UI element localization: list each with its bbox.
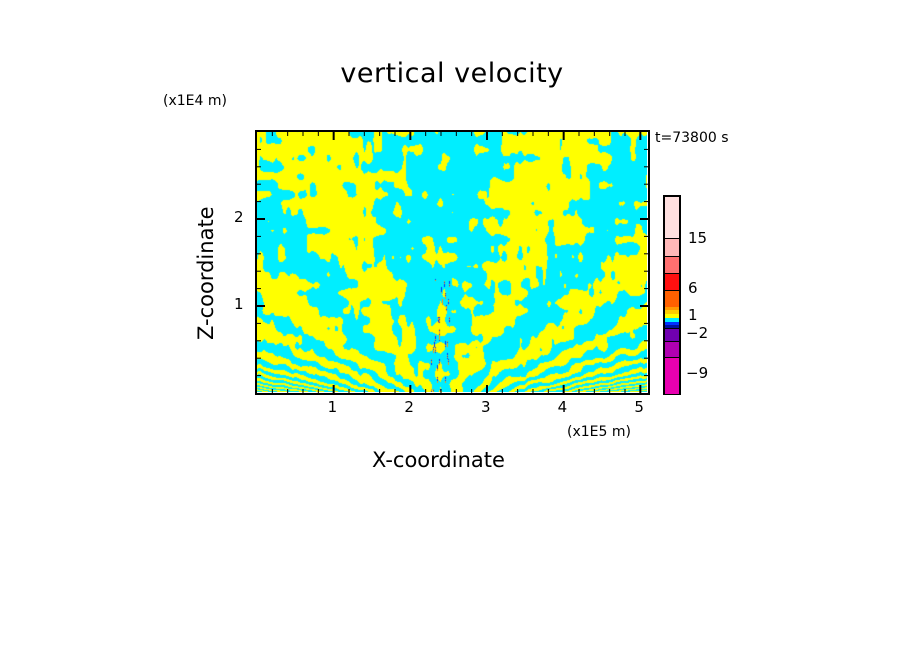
colorbar-tick-label: −9: [686, 364, 709, 382]
colorbar-segment: [665, 307, 679, 310]
y-axis-label: Z-coordinate: [194, 206, 218, 340]
colorbar-tick-label: 6: [688, 279, 698, 297]
y-tick-label: 2: [234, 208, 244, 226]
colorbar: [663, 195, 681, 395]
colorbar-tick-label: 15: [688, 229, 708, 247]
x-tick-label: 2: [404, 398, 414, 416]
colorbar-segment: [665, 290, 679, 308]
x-axis-unit: (x1E5 m): [567, 424, 631, 440]
y-tick-label: 1: [234, 295, 244, 313]
colorbar-segment: [665, 341, 679, 358]
colorbar-tick-label: −2: [686, 324, 709, 342]
x-axis-label: X-coordinate: [372, 448, 505, 472]
colorbar-segment: [665, 238, 679, 257]
x-tick-label: 3: [481, 398, 491, 416]
z-axis-unit: (x1E4 m): [163, 93, 227, 109]
colorbar-segment: [665, 357, 679, 394]
x-tick-label: 1: [327, 398, 338, 416]
plot-frame: [255, 130, 650, 395]
time-label: t=73800 s: [655, 130, 729, 146]
velocity-field: [256, 131, 647, 392]
x-tick-label: 5: [634, 398, 644, 416]
colorbar-tick-label: 1: [688, 306, 698, 324]
colorbar-segment: [665, 325, 679, 328]
axis-ticks: [257, 132, 648, 393]
x-tick-label: 4: [557, 398, 568, 416]
colorbar-segment: [665, 310, 679, 314]
chart-title: vertical velocity: [340, 58, 564, 89]
colorbar-segment: [665, 318, 679, 322]
colorbar-segment: [665, 314, 679, 318]
colorbar-segment: [665, 256, 679, 274]
colorbar-segment: [665, 197, 679, 238]
colorbar-segment: [665, 328, 679, 342]
colorbar-segment: [665, 273, 679, 291]
colorbar-segment: [665, 322, 679, 325]
